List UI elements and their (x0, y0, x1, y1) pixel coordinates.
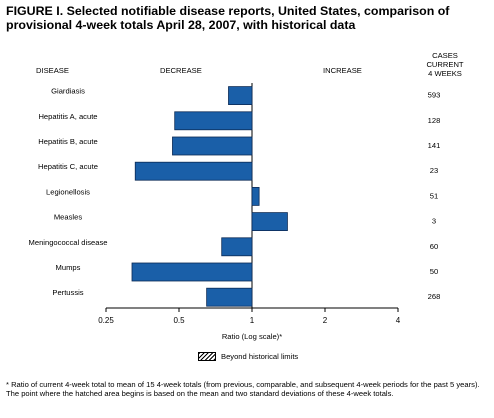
legend-label: Beyond historical limits (221, 352, 299, 361)
cases-count: 50 (430, 267, 438, 276)
category-label: Mumps (56, 263, 81, 272)
cases-count: 23 (430, 166, 438, 175)
category-label: Meningococcal disease (29, 238, 108, 247)
cases-count: 60 (430, 242, 438, 251)
cases-count: 3 (432, 217, 436, 226)
cases-count: 128 (428, 116, 441, 125)
header-cases-line1: CASES CURRENT (426, 51, 464, 69)
x-tick-label: 0.25 (98, 316, 114, 325)
header-decrease: DECREASE (160, 66, 202, 75)
x-tick-label: 2 (323, 316, 328, 325)
bar (251, 186, 260, 206)
figure-title: FIGURE I. Selected notifiable disease re… (6, 4, 450, 32)
category-label: Pertussis (52, 288, 83, 297)
cases-count: 51 (430, 191, 438, 200)
bar (172, 136, 253, 156)
bar (251, 212, 288, 232)
header-disease: DISEASE (36, 66, 69, 75)
header-increase: INCREASE (323, 66, 362, 75)
cases-count: 268 (428, 292, 441, 301)
x-tick-label: 1 (250, 316, 255, 325)
legend-hatch-swatch (198, 352, 216, 361)
bar (228, 86, 253, 105)
x-tick-label: 0.5 (173, 316, 185, 325)
category-label: Legionellosis (46, 187, 90, 196)
bar (206, 287, 253, 307)
footnote: * Ratio of current 4-week total to mean … (6, 380, 480, 398)
cases-count: 141 (428, 141, 441, 150)
x-axis-label: Ratio (Log scale)* (222, 332, 282, 341)
category-label: Hepatitis A, acute (38, 112, 97, 121)
legend: Beyond historical limits (198, 352, 298, 361)
header-cases: CASES CURRENT 4 WEEKS (414, 51, 476, 78)
bar (174, 111, 253, 131)
header-cases-line2: 4 WEEKS (428, 69, 462, 78)
cases-count: 593 (428, 91, 441, 100)
bar (221, 237, 253, 257)
category-label: Giardiasis (51, 87, 85, 96)
category-label: Hepatitis C, acute (38, 162, 98, 171)
x-tick-label: 4 (396, 316, 401, 325)
category-label: Measles (54, 213, 82, 222)
bar (134, 161, 253, 181)
category-label: Hepatitis B, acute (38, 137, 98, 146)
bar (131, 262, 253, 282)
